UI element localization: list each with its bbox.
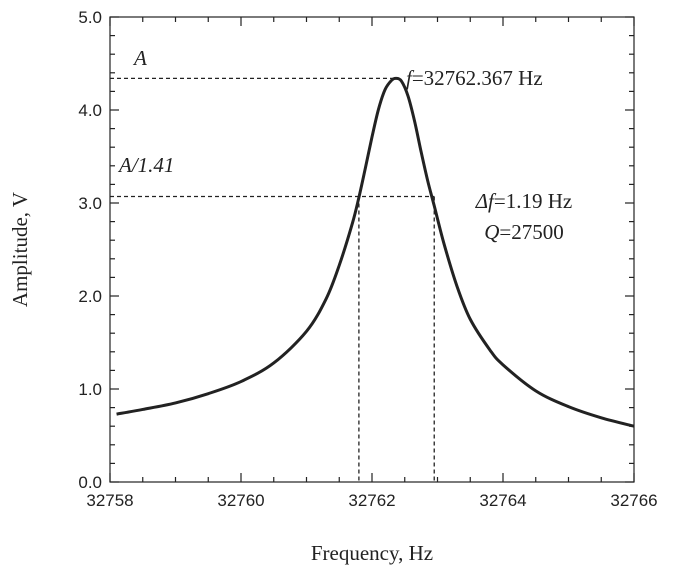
label-bandwidth-value: =1.19 Hz <box>494 189 572 213</box>
x-tick-label: 32766 <box>610 491 657 510</box>
series-line-amplitude <box>116 76 635 428</box>
x-tick-label: 32762 <box>348 491 395 510</box>
plot-frame <box>109 16 635 483</box>
y-tick-label: 2.0 <box>78 287 102 306</box>
y-tick-label: 5.0 <box>78 8 102 27</box>
label-quality-factor: Q=27500 <box>484 220 564 244</box>
label-A: A <box>132 46 147 70</box>
label-bandwidth-symbol: Δf <box>475 189 497 213</box>
x-tick-label: 32758 <box>86 491 133 510</box>
label-bandwidth: Δf=1.19 Hz <box>475 189 573 213</box>
y-tick-label: 3.0 <box>78 194 102 213</box>
x-tick-label: 32760 <box>217 491 264 510</box>
x-tick-label: 32764 <box>479 491 526 510</box>
axis-ticks: 32758 32760 32762 32764 32766 0.0 1.0 2.0 3.0 4.0… <box>78 8 657 510</box>
label-quality-factor-value: =27500 <box>499 220 563 244</box>
label-peak-frequency: f=32762.367 Hz <box>406 66 543 90</box>
label-A-over-1-41: A/1.41 <box>117 153 174 177</box>
label-quality-factor-symbol: Q <box>484 220 499 244</box>
label-peak-frequency-symbol: f <box>406 66 415 90</box>
y-tick-label: 1.0 <box>78 380 102 399</box>
guide-lines <box>110 77 435 482</box>
y-tick-label: 4.0 <box>78 101 102 120</box>
x-axis-title: Frequency, Hz <box>311 541 433 565</box>
label-peak-frequency-value: =32762.367 Hz <box>412 66 543 90</box>
y-axis-title: Amplitude, V <box>8 192 32 307</box>
y-tick-label: 0.0 <box>78 473 102 492</box>
